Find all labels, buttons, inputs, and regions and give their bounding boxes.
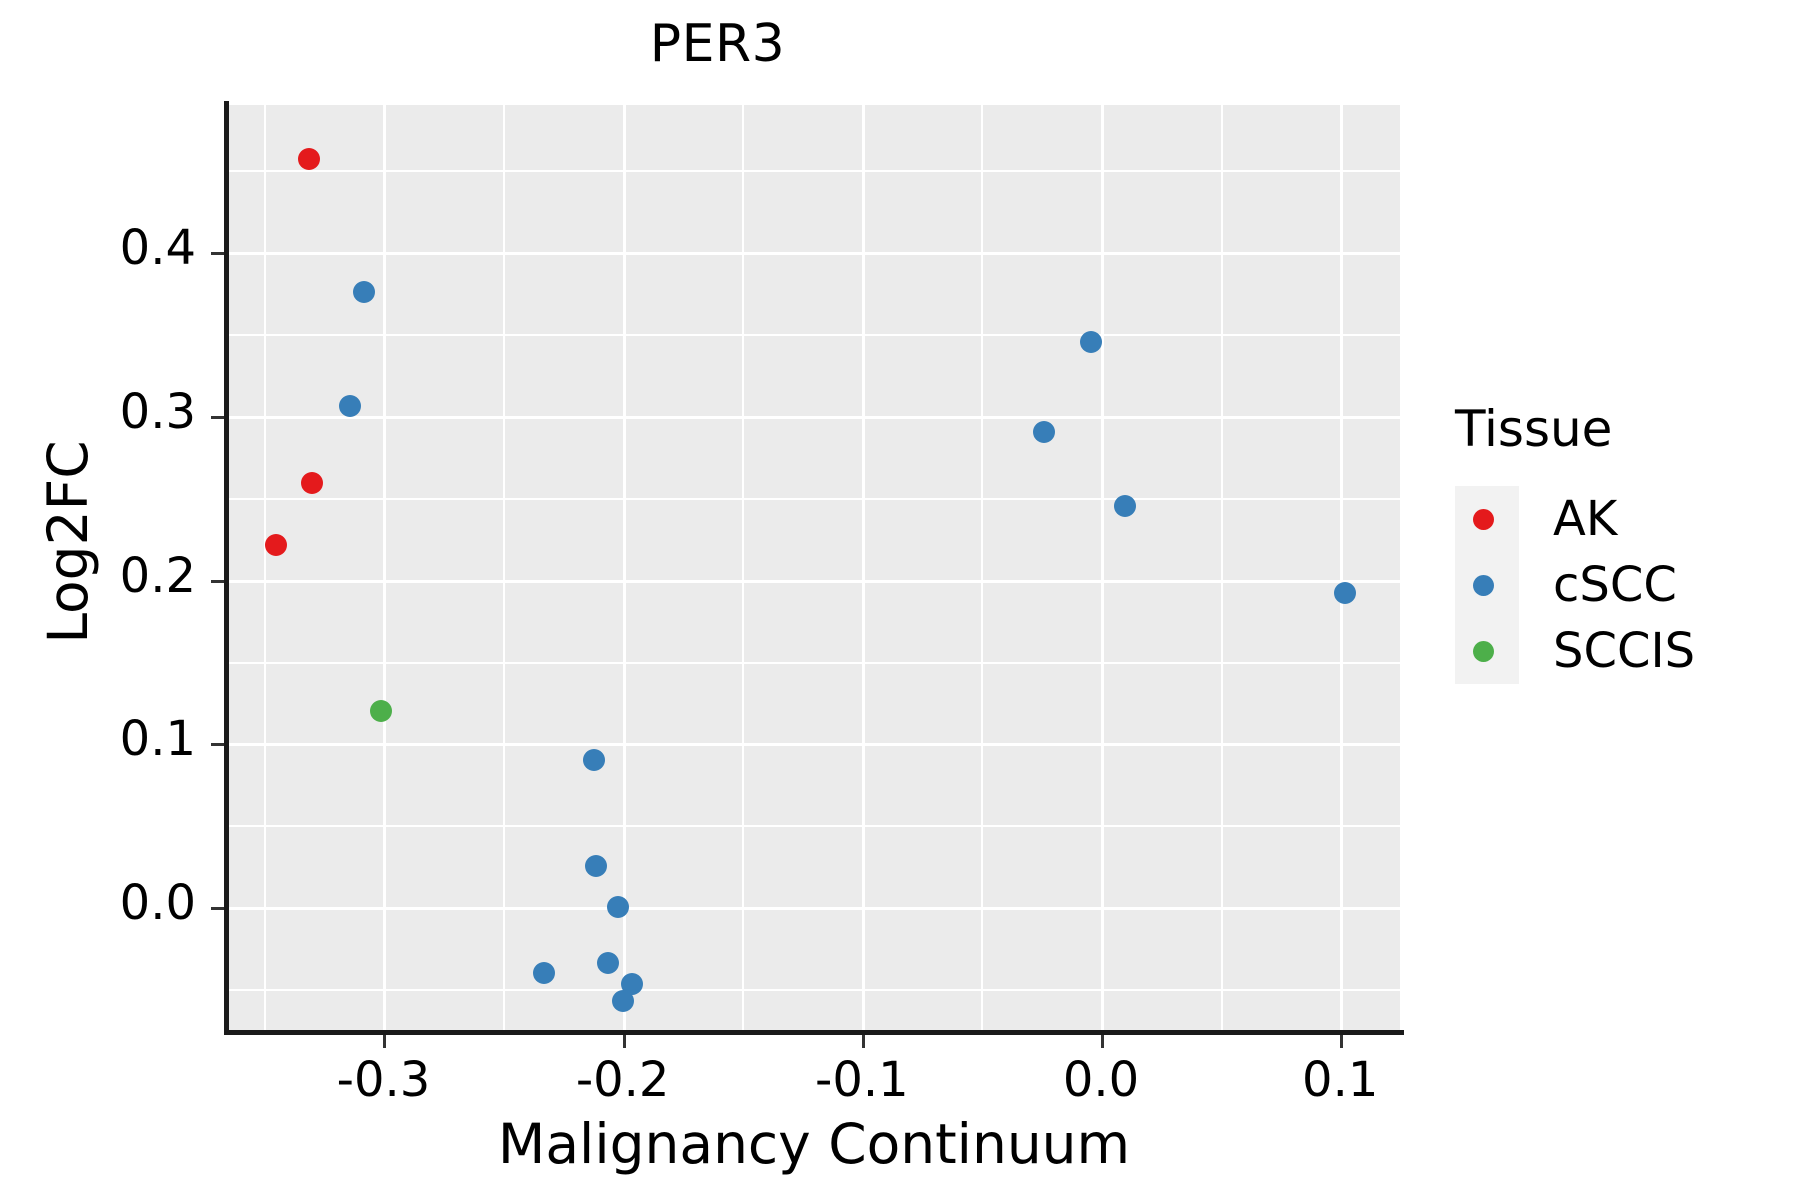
data-point (338, 395, 361, 418)
y-tick-mark (211, 579, 224, 583)
gridline (861, 105, 865, 1030)
data-point (1113, 495, 1136, 518)
data-point (1333, 581, 1356, 604)
data-point (298, 148, 321, 171)
y-tick-label: 0.1 (119, 711, 196, 768)
y-tick-label: 0.4 (119, 220, 196, 277)
legend-item-label: cSCC (1553, 557, 1677, 613)
legend-dot-icon (1473, 509, 1494, 530)
data-point (597, 951, 620, 974)
gridline (1340, 105, 1344, 1030)
gridline (742, 105, 745, 1030)
gridline (228, 416, 1400, 420)
data-point (300, 472, 323, 495)
gridline (228, 579, 1400, 583)
x-tick-label: -0.2 (575, 1052, 670, 1108)
gridline (622, 105, 626, 1030)
legend-item-ak[interactable]: AK (1455, 486, 1785, 552)
gridline (228, 743, 1400, 747)
data-point (585, 855, 608, 878)
y-tick-label: 0.0 (119, 875, 196, 932)
legend-dot-icon (1473, 575, 1494, 596)
legend-items: AK cSCC SCCIS (1455, 486, 1785, 684)
y-tick-mark (211, 416, 224, 420)
y-axis-title: Log2FC (36, 440, 100, 644)
gridline (1220, 105, 1223, 1030)
y-tick-label: 0.3 (119, 384, 196, 441)
gridline (228, 252, 1400, 256)
data-point (264, 534, 287, 557)
x-tick-label: 0.1 (1302, 1052, 1379, 1108)
plot-panel (228, 105, 1400, 1030)
legend-item-sccis[interactable]: SCCIS (1455, 618, 1785, 684)
data-point (611, 989, 634, 1012)
x-axis-title: Malignancy Continuum (497, 1112, 1131, 1176)
gridline (228, 497, 1400, 500)
y-tick-mark (211, 252, 224, 256)
data-point (1032, 421, 1055, 444)
x-axis-line (224, 1030, 1404, 1035)
gridline (228, 907, 1400, 911)
legend-item-cscc[interactable]: cSCC (1455, 552, 1785, 618)
legend-key-swatch (1455, 552, 1519, 618)
gridline (263, 105, 266, 1030)
legend-title: Tissue (1455, 400, 1613, 458)
data-point (532, 961, 555, 984)
x-tick-label: 0.0 (1062, 1052, 1140, 1108)
gridline (383, 105, 387, 1030)
data-point (353, 280, 376, 303)
data-point (582, 748, 605, 771)
x-tick-mark (383, 1035, 387, 1048)
y-axis-line (224, 101, 229, 1034)
gridline (1101, 105, 1105, 1030)
gridline (228, 989, 1400, 992)
gridline (228, 170, 1400, 173)
chart-title: PER3 (649, 14, 786, 74)
data-point (606, 896, 629, 919)
legend: Tissue AK cSCC SCCIS (1455, 400, 1785, 684)
x-tick-mark (1101, 1035, 1105, 1048)
gridline (228, 334, 1400, 337)
gridline (981, 105, 984, 1030)
data-point (1080, 331, 1103, 354)
x-tick-mark (861, 1035, 865, 1048)
y-tick-label: 0.2 (119, 547, 196, 604)
legend-key-swatch (1455, 486, 1519, 552)
x-tick-label: -0.1 (815, 1052, 909, 1108)
legend-item-label: SCCIS (1553, 623, 1696, 679)
gridline (503, 105, 506, 1030)
gridline (228, 825, 1400, 828)
x-tick-mark (622, 1035, 626, 1048)
x-tick-label: -0.3 (336, 1052, 431, 1108)
data-point (370, 699, 393, 722)
legend-dot-icon (1473, 641, 1494, 662)
y-tick-mark (211, 743, 224, 747)
legend-item-label: AK (1553, 491, 1618, 547)
gridline (228, 661, 1400, 664)
x-tick-mark (1340, 1035, 1344, 1048)
y-tick-mark (211, 907, 224, 911)
legend-key-swatch (1455, 618, 1519, 684)
